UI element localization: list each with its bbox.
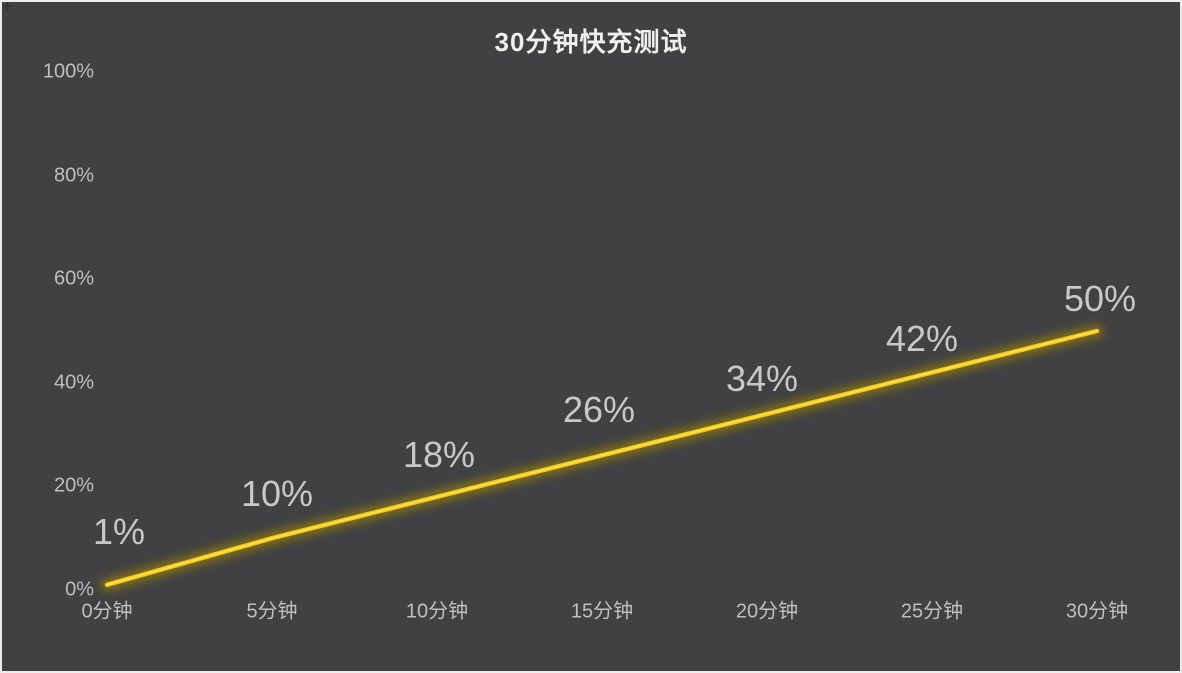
y-tick-label: 40% (53, 371, 94, 394)
data-point-label: 42% (885, 318, 959, 359)
x-tick-label: 10分钟 (405, 600, 469, 623)
data-point-label: 1% (92, 511, 146, 552)
x-tick-label: 0分钟 (81, 600, 133, 623)
y-tick-label: 0% (65, 578, 94, 601)
data-point-label: 10% (240, 473, 314, 514)
line-highlight (106, 330, 1098, 586)
data-point-label: 50% (1063, 278, 1137, 319)
x-tick-label: 30分钟 (1065, 600, 1129, 623)
y-tick-label: 80% (53, 164, 94, 187)
data-point-label: 26% (562, 389, 636, 430)
data-point-label: 18% (402, 434, 476, 475)
y-tick-label: 60% (53, 267, 94, 290)
data-point-label: 34% (725, 358, 799, 399)
x-tick-label: 15分钟 (570, 600, 634, 623)
chart-title: 30分钟快充测试 (494, 27, 688, 57)
y-tick-label: 100% (42, 60, 94, 83)
y-tick-label: 20% (53, 474, 94, 497)
corner-artifact-icon: ✛ (3, 1, 13, 13)
x-tick-label: 20分钟 (735, 600, 799, 623)
x-tick-label: 25分钟 (900, 600, 964, 623)
x-tick-label: 5分钟 (246, 600, 298, 623)
